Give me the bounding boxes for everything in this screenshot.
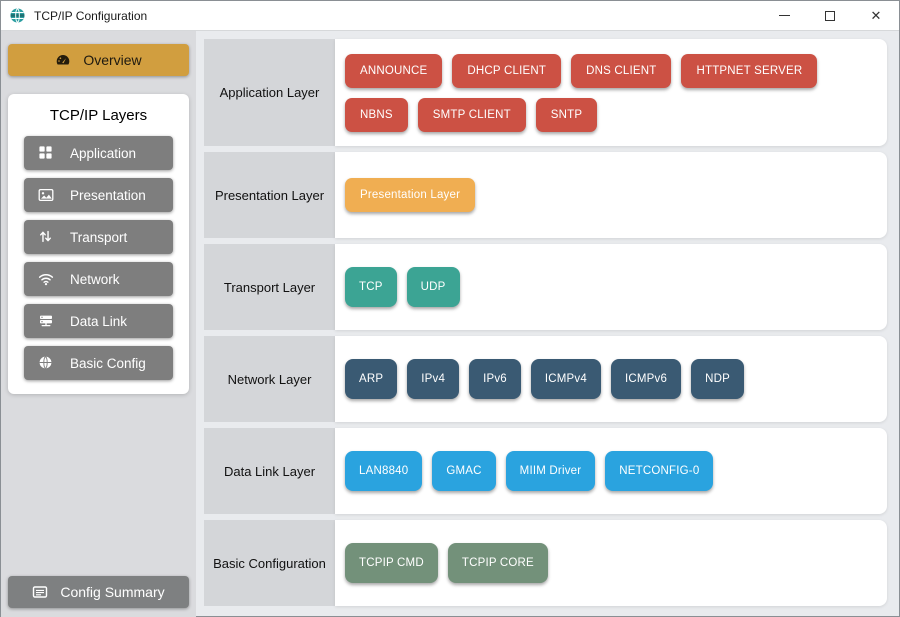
list-card-icon <box>32 584 48 600</box>
overview-label: Overview <box>83 52 142 68</box>
module-button-icmpv4[interactable]: ICMPv4 <box>530 359 601 399</box>
module-button-dns-client[interactable]: DNS CLIENT <box>571 53 672 88</box>
module-button-netconfig-0[interactable]: NETCONFIG-0 <box>605 451 714 491</box>
layer-row-transport-layer: Transport Layer TCP UDP <box>204 244 887 330</box>
sidebar-items: Application Presentation Transport Network D… <box>8 136 189 380</box>
layer-label: Network Layer <box>204 336 335 422</box>
module-button-arp[interactable]: ARP <box>345 359 398 399</box>
sidebar-item-label: Basic Config <box>70 355 146 371</box>
layer-row-data-link-layer: Data Link Layer LAN8840 GMAC MIIM Driver NET… <box>204 428 887 514</box>
module-button-tcp[interactable]: TCP <box>345 267 397 307</box>
module-button-lan8840[interactable]: LAN8840 <box>345 451 423 491</box>
module-button-smtp-client[interactable]: SMTP CLIENT <box>417 97 526 132</box>
module-button-ipv6[interactable]: IPv6 <box>469 359 521 399</box>
module-button-tcpip-cmd[interactable]: TCPIP CMD <box>345 543 438 583</box>
sidebar: Overview TCP/IP Layers Application Presen… <box>1 31 196 617</box>
module-button-ndp[interactable]: NDP <box>691 359 744 399</box>
arrows-vertical-icon <box>38 229 54 245</box>
config-summary-button[interactable]: Config Summary <box>8 576 189 608</box>
close-icon: ✕ <box>870 8 882 23</box>
wifi-icon <box>38 271 54 287</box>
sidebar-item-label: Application <box>70 145 137 161</box>
layer-rows: Application Layer ANNOUNCE DHCP CLIENT DNS … <box>196 31 899 617</box>
layer-row-application-layer: Application Layer ANNOUNCE DHCP CLIENT DNS … <box>204 39 887 146</box>
module-button-httpnet-server[interactable]: HTTPNET SERVER <box>681 53 818 88</box>
config-summary-label: Config Summary <box>60 584 165 600</box>
window-body: Overview TCP/IP Layers Application Presen… <box>1 31 899 617</box>
layer-card: TCPIP CMD TCPIP CORE <box>335 520 887 606</box>
layer-card: TCP UDP <box>335 244 887 330</box>
module-button-sntp[interactable]: SNTP <box>535 97 598 132</box>
sidebar-item-basic-config[interactable]: Basic Config <box>24 346 173 380</box>
window-title: TCP/IP Configuration <box>34 8 148 23</box>
module-button-tcpip-core[interactable]: TCPIP CORE <box>447 543 548 583</box>
layer-row-basic-configuration: Basic Configuration TCPIP CMD TCPIP CORE <box>204 520 887 606</box>
module-button-icmpv6[interactable]: ICMPv6 <box>610 359 682 399</box>
overview-button[interactable]: Overview <box>8 44 189 76</box>
minimize-icon <box>778 15 790 16</box>
minimize-button[interactable] <box>761 1 807 30</box>
layer-card: ANNOUNCE DHCP CLIENT DNS CLIENT HTTPNET SER… <box>335 39 887 146</box>
layer-label: Transport Layer <box>204 244 335 330</box>
layers-panel-title: TCP/IP Layers <box>49 107 148 124</box>
layer-label: Basic Configuration <box>204 520 335 606</box>
sidebar-item-data-link[interactable]: Data Link <box>24 304 173 338</box>
titlebar: TCP/IP Configuration ✕ <box>1 1 899 31</box>
layer-card: ARP IPv4 IPv6 ICMPv4 ICMPv6 NDP <box>335 336 887 422</box>
module-button-ipv4[interactable]: IPv4 <box>407 359 460 399</box>
gauge-icon <box>55 52 71 68</box>
layer-row-network-layer: Network Layer ARP IPv4 IPv6 ICMPv4 ICMPv6 NDP <box>204 336 887 422</box>
layer-row-presentation-layer: Presentation Layer Presentation Layer <box>204 152 887 238</box>
maximize-icon <box>825 10 835 21</box>
image-icon <box>38 187 54 203</box>
module-button-gmac[interactable]: GMAC <box>432 451 496 491</box>
sidebar-item-application[interactable]: Application <box>24 136 173 170</box>
sidebar-item-label: Presentation <box>70 187 146 203</box>
layer-label: Presentation Layer <box>204 152 335 238</box>
module-button-miim-driver[interactable]: MIIM Driver <box>505 451 596 491</box>
module-button-announce[interactable]: ANNOUNCE <box>345 53 443 88</box>
sidebar-item-label: Network <box>70 271 120 287</box>
hub-icon <box>38 313 54 329</box>
sidebar-item-transport[interactable]: Transport <box>24 220 173 254</box>
module-button-dhcp-client[interactable]: DHCP CLIENT <box>452 53 562 88</box>
sidebar-item-network[interactable]: Network <box>24 262 173 296</box>
globe-icon <box>38 355 54 371</box>
sidebar-item-label: Transport <box>70 229 128 245</box>
grid-icon <box>38 145 54 161</box>
module-button-nbns[interactable]: NBNS <box>345 97 408 132</box>
maximize-button[interactable] <box>807 1 853 30</box>
layer-card: LAN8840 GMAC MIIM Driver NETCONFIG-0 <box>335 428 887 514</box>
sidebar-item-presentation[interactable]: Presentation <box>24 178 173 212</box>
close-button[interactable]: ✕ <box>853 1 899 30</box>
sidebar-item-label: Data Link <box>70 313 128 329</box>
layer-label: Application Layer <box>204 39 335 146</box>
network-globe-icon <box>9 7 26 24</box>
tcpip-layers-panel: TCP/IP Layers Application Presentation Tra… <box>8 94 189 394</box>
layer-label: Data Link Layer <box>204 428 335 514</box>
module-button-presentation-layer[interactable]: Presentation Layer <box>345 178 476 212</box>
module-button-udp[interactable]: UDP <box>406 267 460 307</box>
layer-card: Presentation Layer <box>335 152 887 238</box>
